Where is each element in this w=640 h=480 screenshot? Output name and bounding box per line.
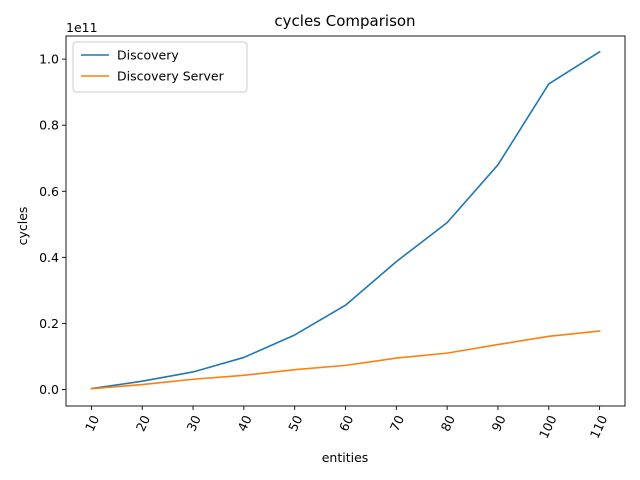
x-tick-label: 100 — [536, 413, 560, 441]
x-tick-label: 20 — [133, 413, 153, 434]
y-tick-label: 0.8 — [39, 118, 59, 133]
legend-label: Discovery Server — [117, 69, 225, 84]
legend-label: Discovery — [117, 48, 179, 63]
legend-box — [72, 41, 248, 93]
x-tick-label: 70 — [387, 413, 407, 434]
series-line-discovery — [90, 50, 601, 390]
y-axis-title: cycles — [15, 207, 30, 246]
chart-title: cycles Comparison — [274, 12, 415, 30]
x-tick-label: 10 — [82, 413, 102, 434]
x-tick-label: 80 — [438, 413, 458, 434]
y-tick-label: 0.6 — [39, 184, 59, 199]
x-tick-label: 90 — [488, 413, 508, 434]
y-tick-label: 0.4 — [39, 250, 59, 265]
legend: Discovery Discovery Server — [72, 41, 248, 93]
x-tick-label: 60 — [336, 413, 356, 434]
x-tick-label: 30 — [184, 413, 204, 434]
x-axis-title: entities — [322, 450, 369, 465]
series-line-discovery-server — [90, 330, 601, 390]
x-tick-label: 50 — [285, 413, 305, 434]
x-tick-label: 40 — [234, 413, 254, 434]
x-tick-label: 110 — [587, 413, 611, 441]
y-offset-label: 1e11 — [66, 20, 98, 35]
y-tick-label: 0.0 — [39, 382, 59, 397]
y-tick-label: 0.2 — [39, 316, 59, 331]
y-tick-label: 1.0 — [39, 52, 59, 67]
